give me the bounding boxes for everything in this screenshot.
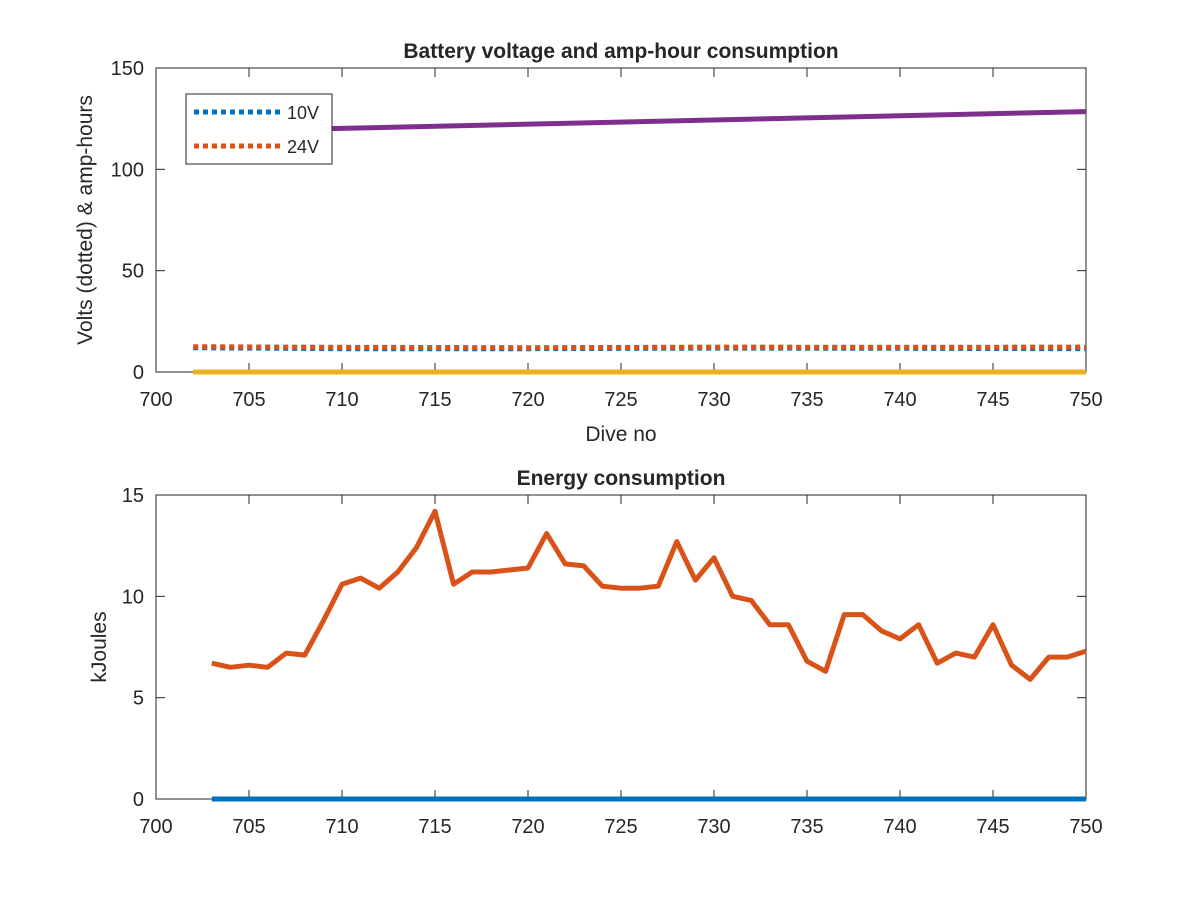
x-tick-label: 715: [418, 389, 451, 411]
x-tick-label: 725: [604, 816, 637, 838]
legend-box: [185, 93, 333, 165]
x-tick-label: 700: [139, 389, 172, 411]
series-2-line: [323, 109, 1087, 132]
x-tick-label: 730: [697, 816, 730, 838]
x-tick-label: 710: [325, 816, 358, 838]
y-tick-label: 10: [122, 586, 144, 608]
x-axis-label: Dive no: [585, 423, 656, 446]
energy-axes: Energy consumption kJoules 700 705 710 715 7…: [88, 467, 1103, 838]
series: [193, 109, 1087, 375]
ticks: 700 705 710 715 720 725 730 735 740 745 750 0 50 100 1…: [111, 58, 1103, 411]
x-tick-label: 735: [790, 389, 823, 411]
x-tick-label: 745: [976, 816, 1009, 838]
chart-title: Battery voltage and amp-hour consumption: [403, 40, 838, 63]
voltage-axes: Battery voltage and amp-hour consumption…: [74, 40, 1103, 446]
x-tick-label: 705: [232, 816, 265, 838]
y-axis-label: kJoules: [88, 611, 111, 682]
legend-label-10v: 10V: [287, 103, 319, 123]
x-tick-label: 740: [883, 816, 916, 838]
series: [211, 508, 1087, 802]
x-tick-label: 705: [232, 389, 265, 411]
y-tick-label: 50: [122, 261, 144, 283]
y-tick-label: 0: [133, 789, 144, 811]
y-tick-label: 15: [122, 485, 144, 507]
x-tick-label: 715: [418, 816, 451, 838]
x-tick-label: 750: [1069, 389, 1102, 411]
y-tick-label: 100: [111, 159, 144, 181]
x-tick-label: 735: [790, 816, 823, 838]
ticks: 700 705 710 715 720 725 730 735 740 745 750 0 5 10 15: [122, 485, 1103, 838]
x-tick-label: 740: [883, 389, 916, 411]
y-tick-label: 150: [111, 58, 144, 80]
x-tick-label: 720: [511, 389, 544, 411]
series-0-line: [211, 508, 1087, 682]
legend: 10V 24V: [185, 93, 333, 165]
chart-title: Energy consumption: [517, 467, 726, 490]
x-tick-label: 700: [139, 816, 172, 838]
x-tick-label: 730: [697, 389, 730, 411]
x-tick-label: 750: [1069, 816, 1102, 838]
y-tick-label: 5: [133, 688, 144, 710]
x-tick-label: 710: [325, 389, 358, 411]
y-axis-label: Volts (dotted) & amp-hours: [74, 95, 97, 345]
x-tick-label: 745: [976, 389, 1009, 411]
x-tick-label: 725: [604, 389, 637, 411]
series-24v-line: [193, 344, 1087, 351]
x-tick-label: 720: [511, 816, 544, 838]
y-tick-label: 0: [133, 362, 144, 384]
legend-label-24v: 24V: [287, 137, 319, 157]
plot-area: [155, 494, 1087, 800]
